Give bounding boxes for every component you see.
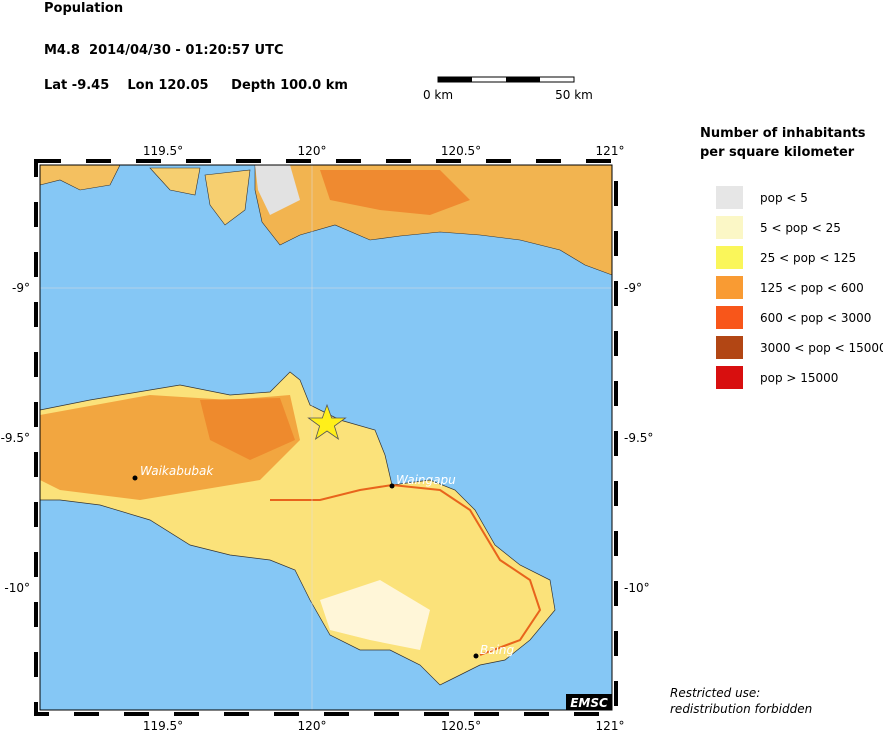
legend-label: pop > 15000	[760, 371, 838, 385]
lon-label: 119.5°	[143, 144, 183, 158]
legend-swatch	[716, 216, 743, 239]
legend-label: pop < 5	[760, 191, 808, 205]
legend-title: per square kilometer	[700, 145, 855, 160]
place-label: Waikabubak	[140, 464, 214, 478]
legend-label: 125 < pop < 600	[760, 281, 864, 295]
legend-title: Number of inhabitants	[700, 126, 866, 141]
footer: redistribution forbidden	[670, 702, 812, 716]
lon-label: 120°	[298, 719, 327, 732]
event: M4.8 2014/04/30 - 01:20:57 UTC	[44, 43, 283, 58]
legend-swatch	[716, 336, 743, 359]
lon-label: 120°	[298, 144, 327, 158]
lon-label: 121°	[596, 719, 625, 732]
legend-label: 600 < pop < 3000	[760, 311, 871, 325]
lat-label: -9.5°	[1, 431, 30, 445]
lat-label: -9.5°	[624, 431, 653, 445]
scale-bar: 0 km 50 km	[423, 76, 593, 102]
badge: EMSC	[570, 696, 608, 710]
map	[34, 159, 618, 716]
legend-swatch	[716, 366, 743, 389]
lon-label: 121°	[596, 144, 625, 158]
lat-label: -9°	[624, 281, 642, 295]
legend: pop < 5 5 < pop < 25 25 < pop < 125 125 < p…	[716, 186, 883, 389]
lat-label: -10°	[624, 581, 650, 595]
legend-swatch	[716, 246, 743, 269]
legend-swatch	[716, 276, 743, 299]
lon-label: 120.5°	[441, 719, 481, 732]
graticule-labels: 119.5° 119.5° 120° 120° 120.5° 120.5° 121° 121°…	[1, 144, 654, 732]
lat-label: -9°	[12, 281, 30, 295]
lat-label: -10°	[4, 581, 30, 595]
place-label: Baing	[480, 643, 515, 657]
legend-label: 3000 < pop < 15000	[760, 341, 883, 355]
epicenter	[307, 403, 347, 440]
scale-end: 50 km	[555, 88, 593, 102]
legend-swatch	[716, 186, 743, 209]
scale-start: 0 km	[423, 88, 453, 102]
lon-label: 119.5°	[143, 719, 183, 732]
legend-label: 5 < pop < 25	[760, 221, 841, 235]
title: Population	[44, 1, 123, 16]
legend-label: 25 < pop < 125	[760, 251, 856, 265]
lon-label: 120.5°	[441, 144, 481, 158]
location: Lat -9.45 Lon 120.05 Depth 100.0 km	[44, 78, 348, 93]
place-label: Waingapu	[396, 473, 456, 487]
legend-swatch	[716, 306, 743, 329]
footer: Restricted use:	[670, 686, 760, 700]
